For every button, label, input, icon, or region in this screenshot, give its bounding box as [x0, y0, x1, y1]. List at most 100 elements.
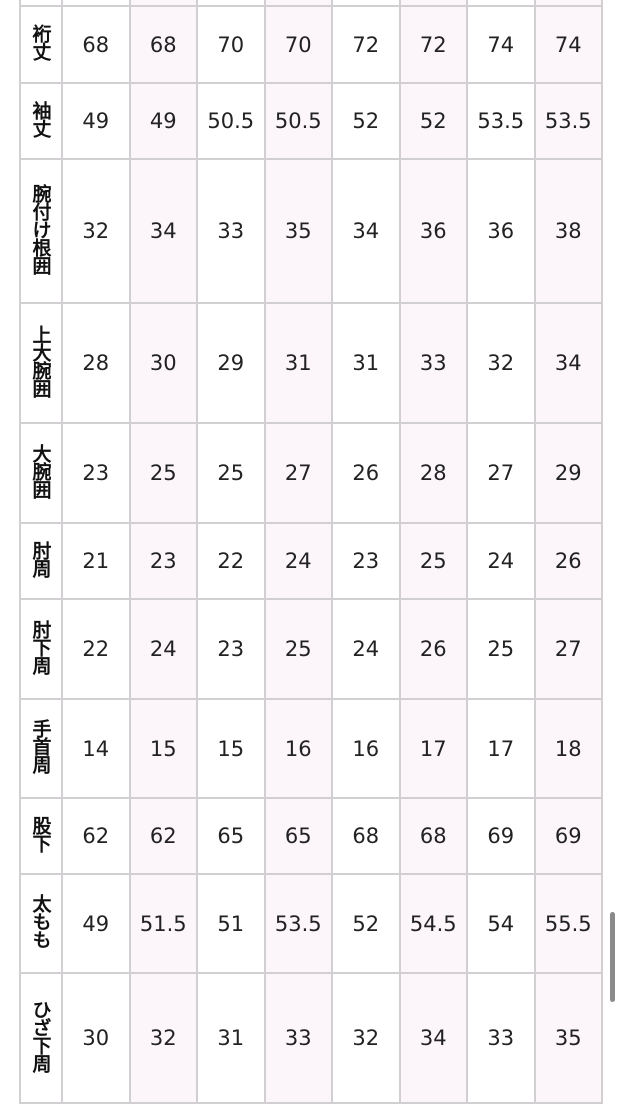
row-label: ひざ下周	[19, 972, 63, 1104]
table-cell: 35	[533, 972, 603, 1104]
table-cell: 24	[331, 598, 401, 700]
table-cell: 68	[331, 797, 401, 875]
table-cell: 52	[331, 82, 401, 160]
table-cell: 17	[466, 698, 536, 799]
table-cell: 25	[398, 522, 468, 600]
table-cell: 15	[196, 698, 266, 799]
row-label-text: 上大腕囲	[29, 324, 52, 397]
row-label-text: ひざ下周	[29, 999, 52, 1072]
table-row: ひざ下周 30 32 31 33 32 34 33 35	[19, 972, 603, 1104]
size-table: 裄丈 68 68 70 70 72 72 74 74 袖丈 49 49 50.5 50.5 52 52 53.5…	[19, 0, 603, 1104]
table-cell: 23	[61, 422, 131, 524]
table-cell: 54.5	[398, 873, 468, 974]
table-cell: 32	[61, 158, 131, 304]
table-cell: 22	[61, 598, 131, 700]
table-cell: 65	[196, 797, 266, 875]
table-cell: 32	[466, 302, 536, 424]
table-cell: 54	[466, 873, 536, 974]
table-cell: 50.5	[263, 82, 333, 160]
table-cell: 53.5	[466, 82, 536, 160]
table-cell: 52	[398, 82, 468, 160]
table-cell: 34	[331, 158, 401, 304]
scrollbar[interactable]	[610, 912, 615, 1002]
table-cell: 65	[263, 797, 333, 875]
table-cell: 68	[398, 797, 468, 875]
table-cell: 23	[128, 522, 198, 600]
table-row: 腕付け根囲 32 34 33 35 34 36 36 38	[19, 158, 603, 304]
table-cell: 53.5	[533, 82, 603, 160]
row-label-text: 肘下周	[29, 619, 52, 674]
table-cell: 25	[128, 422, 198, 524]
table-cell: 24	[128, 598, 198, 700]
table-cell: 14	[61, 698, 131, 799]
row-label: 腕付け根囲	[19, 158, 63, 304]
table-cell	[331, 0, 401, 7]
table-row: 肘周 21 23 22 24 23 25 24 26	[19, 522, 603, 600]
table-cell: 23	[196, 598, 266, 700]
table-row: 股下 62 62 65 65 68 68 69 69	[19, 797, 603, 875]
row-label-text: 肘周	[29, 540, 52, 577]
table-row: 大腕囲 23 25 25 27 26 28 27 29	[19, 422, 603, 524]
table-cell: 23	[331, 522, 401, 600]
table-cell	[196, 0, 266, 7]
table-cell: 49	[61, 82, 131, 160]
table-row: 肘下周 22 24 23 25 24 26 25 27	[19, 598, 603, 700]
table-cell: 30	[61, 972, 131, 1104]
table-cell: 72	[331, 5, 401, 84]
table-cell: 36	[466, 158, 536, 304]
table-cell: 36	[398, 158, 468, 304]
row-label: 肘下周	[19, 598, 63, 700]
table-row: 手首周 14 15 15 16 16 17 17 18	[19, 698, 603, 799]
table-cell: 34	[533, 302, 603, 424]
table-cell: 25	[263, 598, 333, 700]
row-label	[19, 0, 63, 7]
row-label: 袖丈	[19, 82, 63, 160]
table-cell: 74	[533, 5, 603, 84]
table-cell: 50.5	[196, 82, 266, 160]
table-cell: 38	[533, 158, 603, 304]
table-cell: 31	[196, 972, 266, 1104]
table-cell: 31	[331, 302, 401, 424]
table-cell: 74	[466, 5, 536, 84]
table-cell: 16	[263, 698, 333, 799]
table-cell: 35	[263, 158, 333, 304]
table-cell: 30	[128, 302, 198, 424]
table-cell	[128, 0, 198, 7]
table-cell: 68	[128, 5, 198, 84]
table-cell: 52	[331, 873, 401, 974]
row-label-text: 裄丈	[29, 24, 52, 60]
table-cell: 21	[61, 522, 131, 600]
table-cell: 26	[398, 598, 468, 700]
table-cell: 28	[61, 302, 131, 424]
row-label-text: 大腕囲	[29, 443, 52, 498]
row-label: 太もも	[19, 873, 63, 974]
row-label: 手首周	[19, 698, 63, 799]
table-cell: 29	[196, 302, 266, 424]
table-cell: 34	[398, 972, 468, 1104]
table-cell: 51	[196, 873, 266, 974]
table-cell: 15	[128, 698, 198, 799]
table-cell: 62	[128, 797, 198, 875]
table-cell: 33	[263, 972, 333, 1104]
row-label-text: 太もも	[29, 894, 52, 948]
table-cell: 69	[466, 797, 536, 875]
table-cell: 22	[196, 522, 266, 600]
table-cell: 16	[331, 698, 401, 799]
table-cell: 49	[61, 873, 131, 974]
row-label-text: 袖丈	[29, 100, 52, 137]
table-cell: 55.5	[533, 873, 603, 974]
table-row: 裄丈 68 68 70 70 72 72 74 74	[19, 5, 603, 84]
table-cell: 31	[263, 302, 333, 424]
table-cell: 70	[196, 5, 266, 84]
table-cell: 70	[263, 5, 333, 84]
row-label: 肘周	[19, 522, 63, 600]
row-label: 大腕囲	[19, 422, 63, 524]
table-cell: 25	[196, 422, 266, 524]
row-label-text: 股下	[29, 815, 52, 852]
table-cell: 24	[466, 522, 536, 600]
table-cell: 26	[331, 422, 401, 524]
table-cell: 28	[398, 422, 468, 524]
table-cell: 27	[466, 422, 536, 524]
row-label: 股下	[19, 797, 63, 875]
table-cell	[533, 0, 603, 7]
